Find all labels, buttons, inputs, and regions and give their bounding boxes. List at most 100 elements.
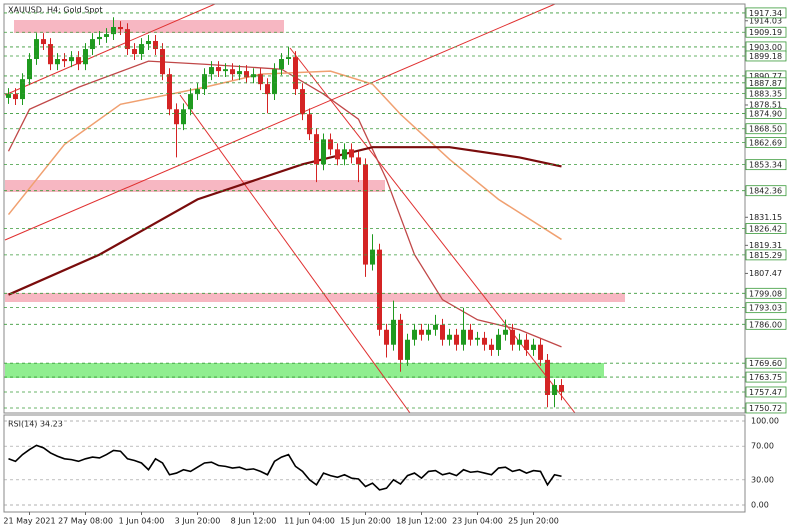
- candle-body: [83, 49, 88, 65]
- candle-body: [195, 89, 200, 95]
- candle-body: [251, 74, 256, 78]
- level-label-box: [745, 302, 787, 314]
- level-label: 1763.75: [749, 373, 782, 382]
- candle-body: [97, 36, 102, 40]
- candle-body: [412, 329, 417, 340]
- trend-line: [179, 94, 411, 413]
- candle-body: [370, 249, 375, 265]
- candle-body: [335, 149, 340, 160]
- candle-body: [272, 69, 277, 95]
- candle-body: [503, 329, 508, 335]
- candle-body: [118, 26, 123, 30]
- candle-body: [237, 71, 242, 75]
- level-label-box: [745, 357, 787, 369]
- trend-line: [4, 4, 556, 241]
- candle-body: [209, 67, 214, 75]
- level-label: 1874.90: [749, 110, 782, 119]
- level-label: 1917.34: [749, 9, 782, 18]
- candle-body: [202, 74, 207, 90]
- candle-body: [174, 109, 179, 125]
- candle-body: [279, 59, 284, 70]
- candle-body: [258, 74, 263, 85]
- y-tick-label: 100.00: [751, 417, 779, 426]
- candle-body: [524, 339, 529, 350]
- level-label-box: [745, 137, 787, 148]
- candle-body: [188, 94, 193, 110]
- candle-body: [181, 109, 186, 125]
- level-label-box: [745, 402, 787, 414]
- y-tick-label: 1831.15: [749, 213, 782, 222]
- candle-body: [545, 359, 550, 395]
- candle-body: [349, 149, 354, 158]
- candle-body: [300, 89, 305, 115]
- y-tick-label: 1819.31: [749, 241, 782, 250]
- candle-body: [62, 59, 67, 62]
- candle-body: [363, 164, 368, 265]
- candle-body: [461, 329, 466, 345]
- candle-body: [510, 329, 515, 345]
- zone: [5, 363, 604, 378]
- candle-body: [342, 149, 347, 160]
- candle-body: [440, 324, 445, 340]
- candle-body: [111, 26, 116, 35]
- candle-body: [104, 34, 109, 37]
- candle-body: [167, 74, 172, 110]
- candle-body: [328, 139, 333, 150]
- y-tick-label: 30.00: [751, 475, 774, 484]
- level-label: 1757.47: [749, 388, 782, 397]
- candle-body: [398, 319, 403, 360]
- price-plot: [6, 17, 564, 408]
- x-tick-label: 15 Jun 20:00: [340, 517, 391, 526]
- candle-body: [538, 344, 543, 360]
- candle-body: [132, 49, 137, 55]
- candle-body: [517, 339, 522, 345]
- level-label: 1799.08: [749, 289, 782, 298]
- y-tick-label: 1878.51: [749, 100, 782, 109]
- x-tick-label: 8 Jun 12:00: [231, 517, 277, 526]
- trend-line: [4, 4, 216, 96]
- x-tick-label: 27 May 08:00: [58, 517, 113, 526]
- candle-body: [216, 67, 221, 72]
- candle-body: [489, 344, 494, 350]
- candle-body: [433, 324, 438, 330]
- candle-body: [27, 59, 32, 80]
- candle-body: [90, 39, 95, 50]
- level-label: 1890.77: [749, 72, 782, 81]
- level-label: 1793.03: [749, 304, 782, 313]
- level-label: 1887.87: [749, 79, 782, 88]
- chart-title: XAUUSD, H4: Gold Spot: [8, 6, 102, 15]
- level-label-box: [745, 108, 787, 119]
- candle-body: [531, 344, 536, 350]
- level-label: 1826.42: [749, 224, 782, 233]
- level-label: 1750.72: [749, 404, 782, 413]
- level-label-box: [745, 50, 787, 62]
- candle-body: [426, 329, 431, 335]
- rsi-line: [8, 444, 562, 491]
- candle-body: [160, 49, 165, 75]
- level-label-box: [745, 88, 787, 99]
- candle-body: [125, 29, 130, 50]
- level-label-box: [745, 386, 787, 398]
- level-label: 1868.50: [749, 125, 782, 134]
- moving-average: [7, 70, 562, 241]
- candle-body: [6, 94, 11, 98]
- price-frame: [3, 3, 746, 414]
- level-label-box: [745, 159, 787, 171]
- level-label-box: [745, 7, 787, 19]
- x-tick-label: 11 Jun 04:00: [284, 517, 335, 526]
- y-tick-label: 1807.47: [749, 269, 782, 278]
- candle-body: [20, 79, 25, 100]
- level-label: 1903.00: [749, 43, 782, 52]
- candle-body: [55, 59, 60, 65]
- x-tick-label: 21 May 2021: [3, 517, 55, 526]
- candle-body: [41, 39, 46, 45]
- candle-body: [559, 385, 564, 392]
- candle-body: [265, 84, 270, 95]
- candle-body: [552, 385, 557, 395]
- level-label: 1862.69: [749, 138, 782, 147]
- level-label: 1883.35: [749, 90, 782, 99]
- level-label-box: [745, 249, 787, 261]
- x-tick-label: 25 Jun 20:00: [508, 517, 559, 526]
- level-label-box: [745, 185, 787, 197]
